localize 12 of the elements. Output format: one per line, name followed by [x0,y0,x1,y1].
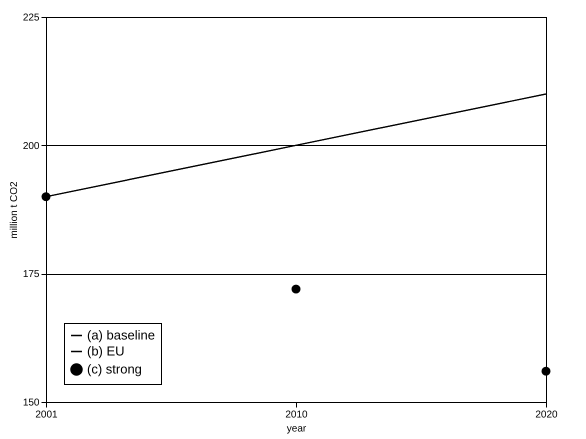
legend-label: (a) baseline [87,328,155,342]
x-tick-label: 2001 [35,410,58,420]
y-tick-label: 175 [22,269,40,280]
y-axis-title: million t CO2 [8,180,20,239]
legend-label: (b) EU [87,344,125,358]
y-tick-label: 225 [22,12,40,24]
y-tick-label: 150 [22,398,40,408]
x-tick-label: 2010 [285,410,308,420]
x-axis-title: year [286,424,307,434]
x-tick-label: 2020 [535,410,558,420]
legend-label: (c) strong [87,362,142,376]
y-tick-label: 200 [22,140,40,152]
